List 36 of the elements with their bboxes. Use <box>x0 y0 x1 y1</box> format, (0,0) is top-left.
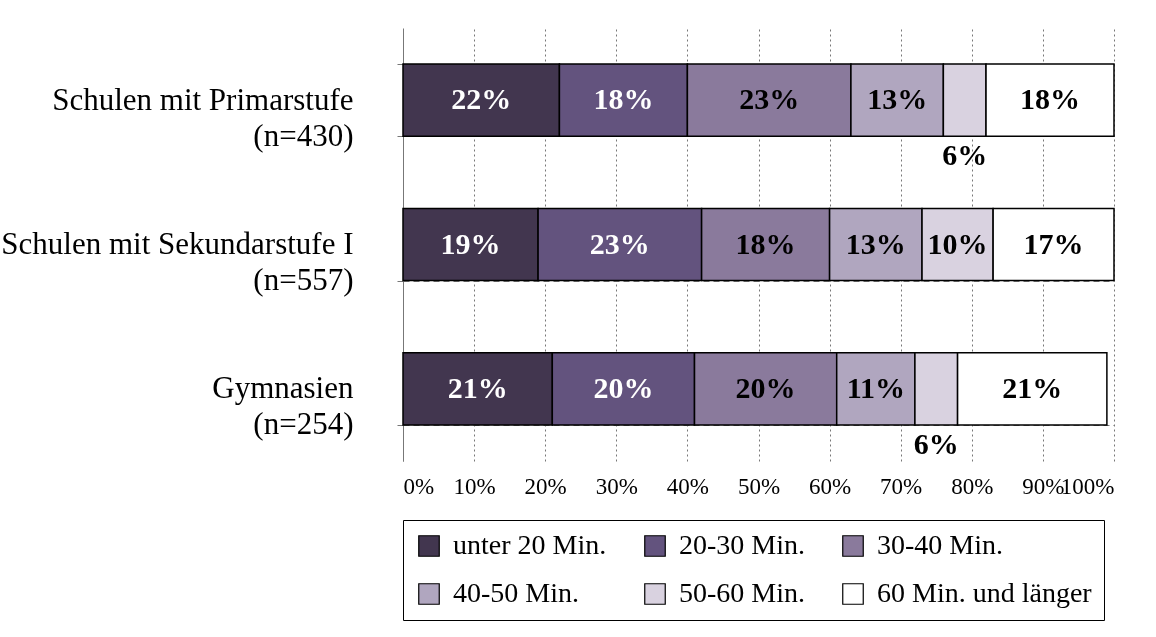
legend-label: 40-50 Min. <box>453 577 579 608</box>
data-label: 18% <box>593 82 654 116</box>
data-label: 10% <box>927 226 988 260</box>
data-label: 22% <box>451 82 512 116</box>
data-label: 17% <box>1023 226 1084 260</box>
y-tick-label: Schulen mit Primarstufe (n=430) <box>52 81 354 153</box>
data-label: 20% <box>593 370 654 404</box>
legend-label: 30-40 Min. <box>877 529 1003 560</box>
x-tick-label: 40% <box>666 473 709 499</box>
legend-label: 60 Min. und länger <box>877 577 1093 608</box>
x-tick-label: 10% <box>453 473 496 499</box>
x-tick-label: 80% <box>951 473 994 499</box>
legend-label: unter 20 Min. <box>453 529 607 560</box>
x-tick-label: 20% <box>524 473 567 499</box>
data-label: 21% <box>447 370 508 404</box>
x-tick-label: 70% <box>880 473 923 499</box>
data-label: 18% <box>1020 82 1081 116</box>
x-tick-label: 30% <box>595 473 638 499</box>
x-tick-label: 0% <box>403 473 435 499</box>
legend-label: 20-30 Min. <box>679 529 805 560</box>
data-label: 11% <box>846 370 905 404</box>
x-tick-label: 50% <box>737 473 781 499</box>
data-label: 18% <box>735 226 796 260</box>
data-label: 13% <box>845 226 906 260</box>
y-tick-label: Gymnasien (n=254) <box>212 370 354 442</box>
data-label: 20% <box>735 370 796 404</box>
data-label: 19% <box>440 226 501 260</box>
data-label: 23% <box>739 82 800 116</box>
y-tick-label: Schulen mit Sekundarstufe I (n=557) <box>1 226 354 297</box>
x-tick-label: 60% <box>809 473 852 499</box>
data-label: 6% <box>913 426 959 460</box>
data-label: 21% <box>1002 370 1063 404</box>
data-label: 13% <box>867 82 928 116</box>
data-label: 23% <box>589 226 650 260</box>
data-label: 6% <box>942 138 988 172</box>
legend-label: 50-60 Min. <box>679 577 805 608</box>
